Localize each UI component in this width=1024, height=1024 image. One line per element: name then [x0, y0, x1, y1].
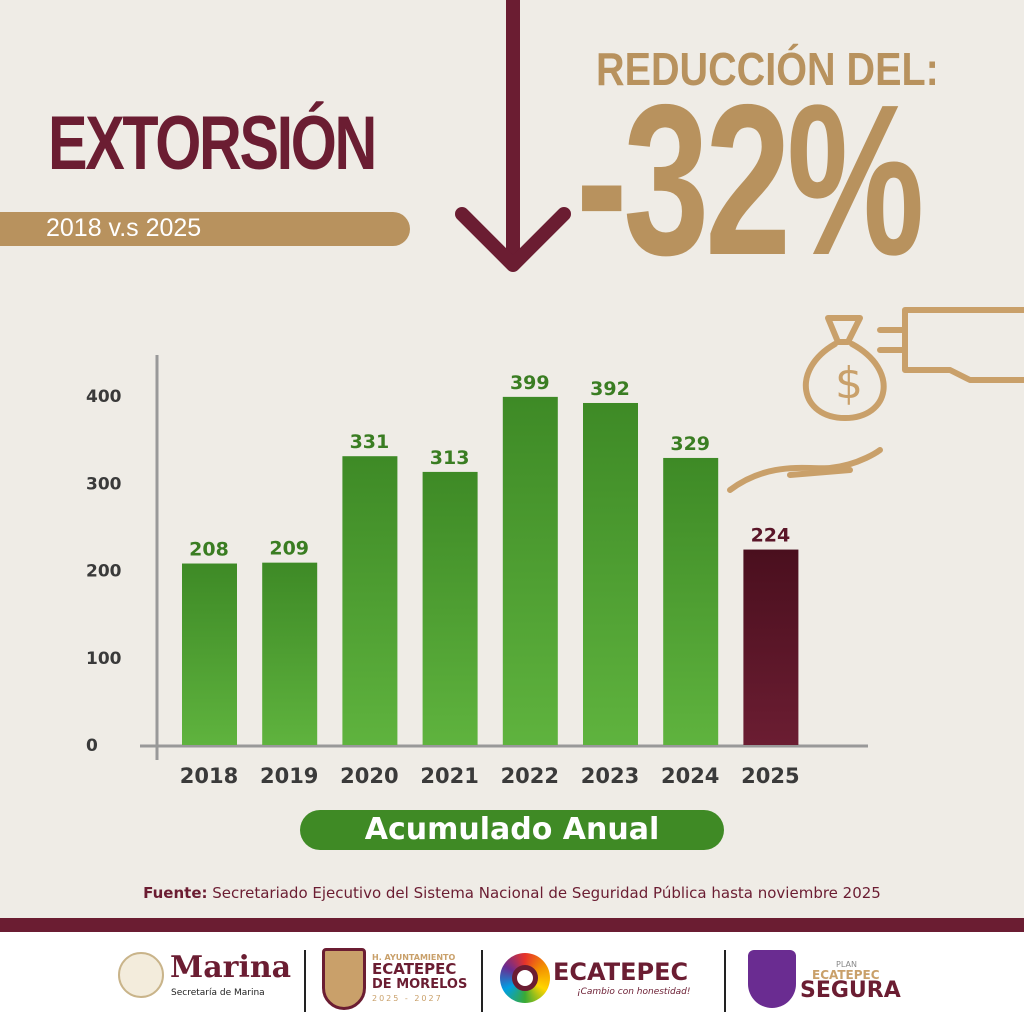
bar-2024 [663, 457, 719, 745]
down-arrow-icon [455, 0, 571, 272]
svg-text:$: $ [835, 358, 863, 409]
value-label-2025: 224 [751, 525, 791, 547]
y-tick-label: 100 [86, 649, 122, 669]
bar-2018 [182, 563, 237, 745]
value-label-2021: 313 [430, 447, 470, 469]
x-axis-label: Acumulado Anual [300, 810, 724, 850]
footer-band [0, 918, 1024, 932]
bar-2023 [583, 402, 638, 745]
source-text: Secretariado Ejecutivo del Sistema Nacio… [207, 884, 881, 902]
source-note: Fuente: Secretariado Ejecutivo del Siste… [0, 884, 1024, 902]
subtitle: 2018 v.s 2025 [46, 214, 202, 242]
y-tick-label: 300 [86, 474, 122, 494]
ecatepec-logo-text: ECATEPEC [553, 958, 689, 986]
value-label-2018: 208 [189, 539, 229, 561]
ayuntamiento-line4: 2025 - 2027 [372, 994, 443, 1003]
mexico-seal-logo [118, 952, 164, 998]
plan-shield-logo [748, 950, 796, 1008]
value-label-2022: 399 [510, 372, 550, 394]
reduction-value: -32% [576, 59, 924, 300]
ayuntamiento-line2: ECATEPEC [372, 960, 457, 978]
ecatepec-slogan: ¡Cambio con honestidad! [577, 987, 691, 997]
value-label-2024: 329 [670, 433, 710, 455]
page-title: EXTORSIÓN [48, 101, 377, 186]
value-label-2023: 392 [590, 378, 630, 400]
ayuntamiento-shield-logo [322, 948, 366, 1010]
x-tick-label: 2018 [180, 764, 238, 788]
ayuntamiento-line1: H. AYUNTAMIENTO [372, 953, 456, 962]
x-tick-label: 2021 [420, 764, 478, 788]
plan-line2: ECATEPEC [812, 968, 880, 982]
bar-2021 [422, 471, 478, 745]
x-tick-label: 2020 [340, 764, 398, 788]
y-tick-label: 200 [86, 562, 122, 582]
bar-chart: 0 100 200 300 400 208 2018 209 2019 331 2020 313 202… [86, 355, 868, 788]
ayuntamiento-line3: DE MORELOS [372, 977, 468, 992]
plan-line3: SEGURA [800, 978, 901, 1003]
plan-line1: PLAN [836, 960, 857, 969]
marina-logo: Marina [170, 950, 292, 985]
value-label-2020: 331 [350, 431, 390, 453]
marina-sub: Secretaría de Marina [171, 988, 265, 998]
money-bag-hand-icon: $ [727, 307, 1024, 493]
x-tick-label: 2022 [501, 764, 559, 788]
bar-2025 [743, 549, 799, 745]
ecatepec-flower-logo [500, 953, 550, 1003]
bar-2019 [262, 562, 318, 745]
source-label: Fuente: [143, 884, 208, 902]
reduction-label: REDUCCIÓN DEL: [596, 43, 939, 95]
x-tick-label: 2025 [741, 764, 799, 788]
x-tick-label: 2023 [581, 764, 639, 788]
y-tick-label: 400 [86, 387, 122, 407]
y-tick-label: 0 [86, 736, 98, 756]
bar-2020 [342, 456, 398, 745]
x-tick-label: 2024 [661, 764, 719, 788]
bar-2022 [502, 396, 558, 745]
subtitle-bar [0, 212, 410, 246]
value-label-2019: 209 [269, 538, 309, 560]
x-tick-label: 2019 [260, 764, 318, 788]
